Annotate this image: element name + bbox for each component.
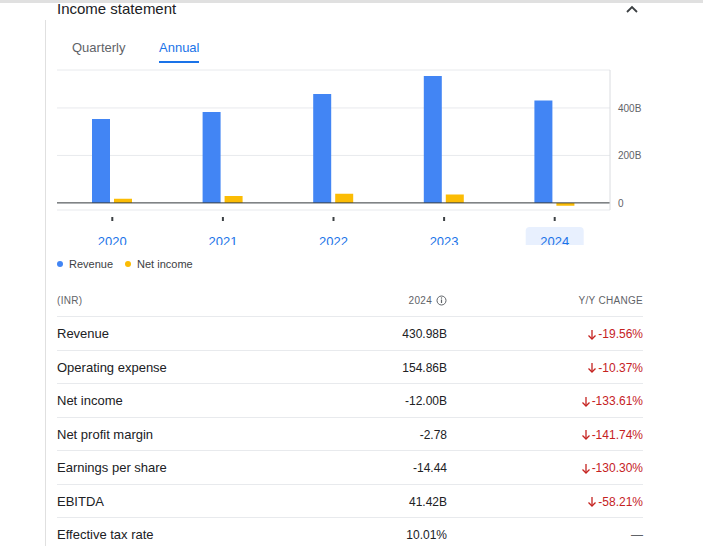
- html-text:-2.78: -2.78: [419, 427, 447, 442]
- svg-text:0: 0: [618, 198, 624, 209]
- svg-text:2021: 2021: [208, 234, 237, 245]
- html-text:Operating expense: Operating expense: [57, 359, 167, 375]
- html-text:-12.00B: -12.00B: [405, 394, 447, 408]
- html-text:Net income: Net income: [57, 393, 123, 408]
- html-text:Effective tax rate: Effective tax rate: [57, 527, 154, 542]
- html-text:2024: 2024: [408, 295, 432, 306]
- svg-text:200B: 200B: [618, 150, 642, 161]
- svg-text:2020: 2020: [98, 234, 127, 245]
- html-text:EBITDA: EBITDA: [57, 493, 104, 509]
- html-text:-14.44: -14.44: [413, 461, 447, 475]
- svg-text:2022: 2022: [319, 234, 348, 245]
- html-text:-58.21%: -58.21%: [598, 494, 643, 509]
- html-text:Net profit margin: Net profit margin: [57, 426, 154, 442]
- html-text:Net income: Net income: [137, 258, 193, 270]
- html-text:10.01%: 10.01%: [406, 528, 447, 542]
- html-text:-133.61%: -133.61%: [591, 394, 643, 408]
- html-text:154.86B: 154.86B: [402, 360, 447, 375]
- html-text:Revenue: Revenue: [57, 326, 109, 341]
- html-text:-141.74%: -141.74%: [591, 427, 643, 442]
- html-text:Annual: Annual: [159, 40, 200, 55]
- html-text:-19.56%: -19.56%: [598, 327, 643, 341]
- html-text:430.98B: 430.98B: [402, 327, 447, 341]
- html-text:Quarterly: Quarterly: [72, 40, 126, 55]
- svg-text:400B: 400B: [618, 103, 642, 114]
- svg-text:2023: 2023: [430, 234, 459, 245]
- html-text:-130.30%: -130.30%: [591, 461, 643, 475]
- html-text:Earnings per share: Earnings per share: [57, 460, 167, 475]
- html-text:41.42B: 41.42B: [409, 494, 447, 509]
- html-text:Revenue: Revenue: [69, 258, 113, 270]
- svg-text:2024: 2024: [540, 234, 569, 245]
- html-text:Y/Y CHANGE: Y/Y CHANGE: [578, 295, 643, 306]
- html-text:Income statement: Income statement: [57, 0, 177, 17]
- html-text:(INR): (INR): [57, 295, 83, 306]
- html-text:-10.37%: -10.37%: [598, 360, 643, 375]
